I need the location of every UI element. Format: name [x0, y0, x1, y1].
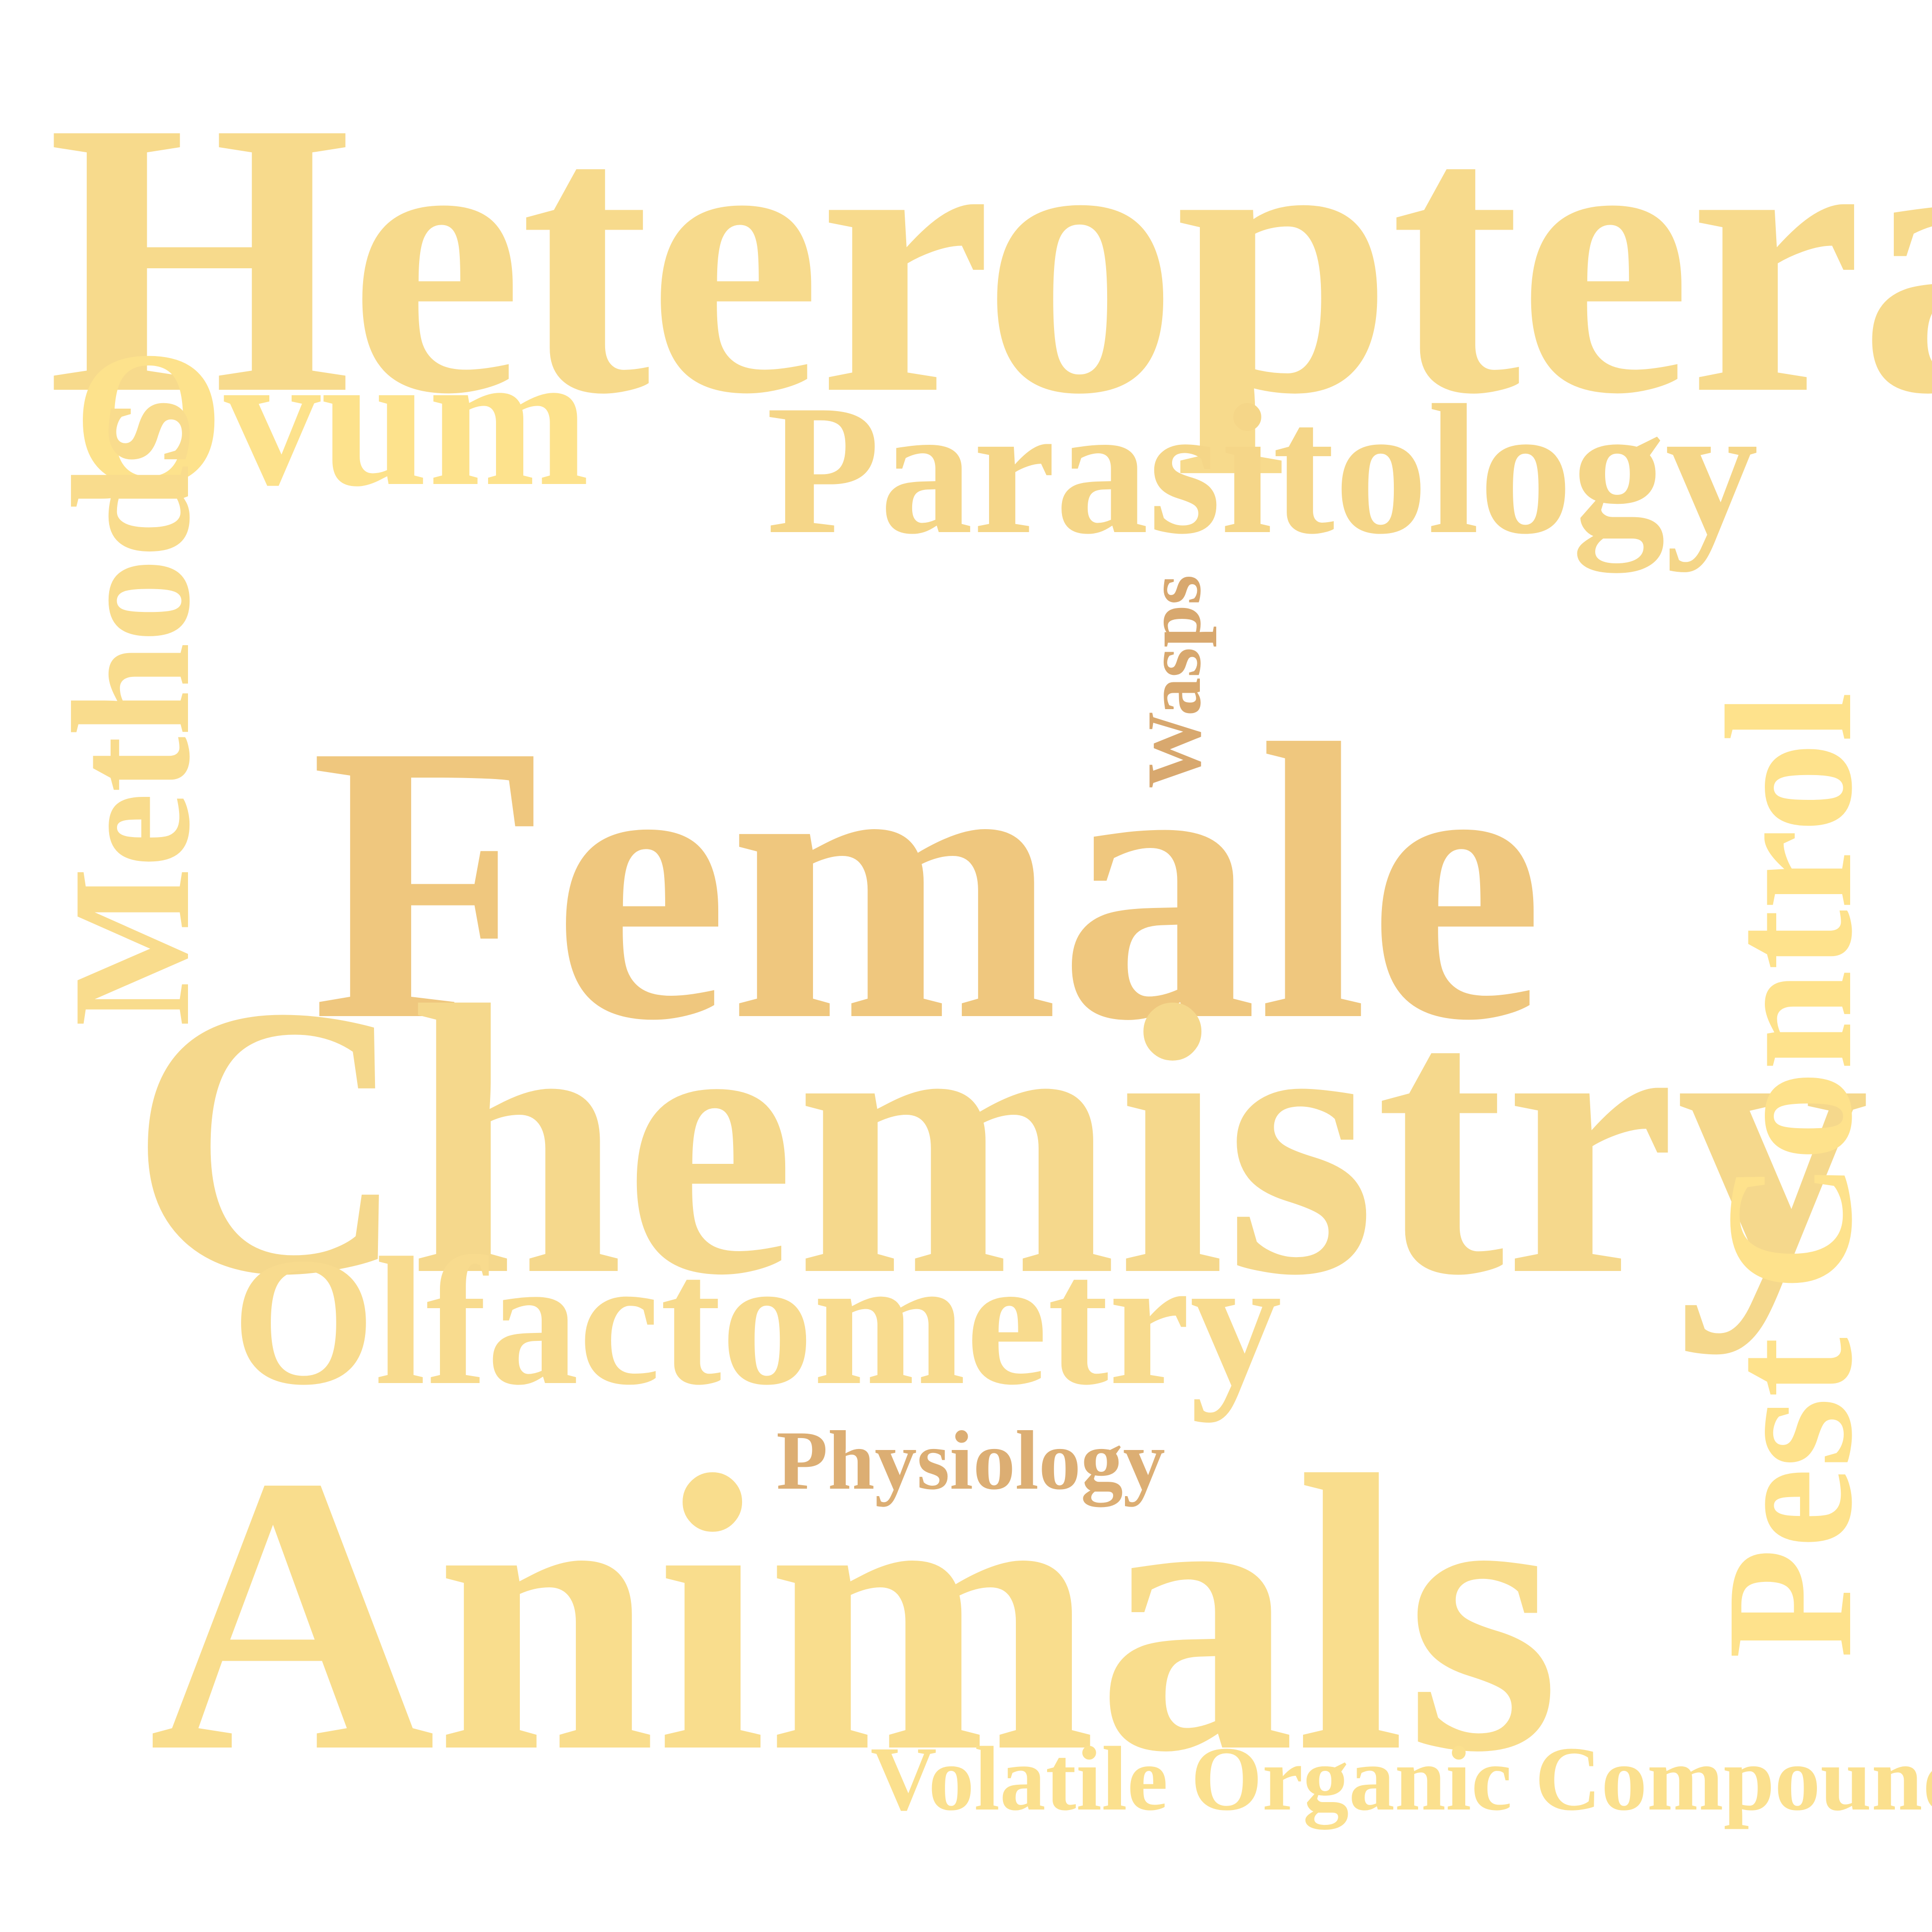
word-pest-control: Pest Control	[1689, 692, 1889, 1659]
word-animals: Animals	[149, 1394, 1560, 1834]
word-heteroptera: Heteroptera	[47, 41, 1932, 475]
word-chemistry: Chemistry	[129, 926, 1870, 1355]
word-olfactometry: Olfactometry	[232, 1220, 1282, 1423]
word-physiology: Physiology	[776, 1414, 1166, 1507]
word-ovum: Ovum	[73, 312, 590, 526]
word-female: Female	[310, 663, 1544, 1102]
word-volatile-organic-compounds: Volatile Organic Compounds	[871, 1728, 1932, 1830]
word-parasitology: Parasitology	[766, 367, 1758, 573]
